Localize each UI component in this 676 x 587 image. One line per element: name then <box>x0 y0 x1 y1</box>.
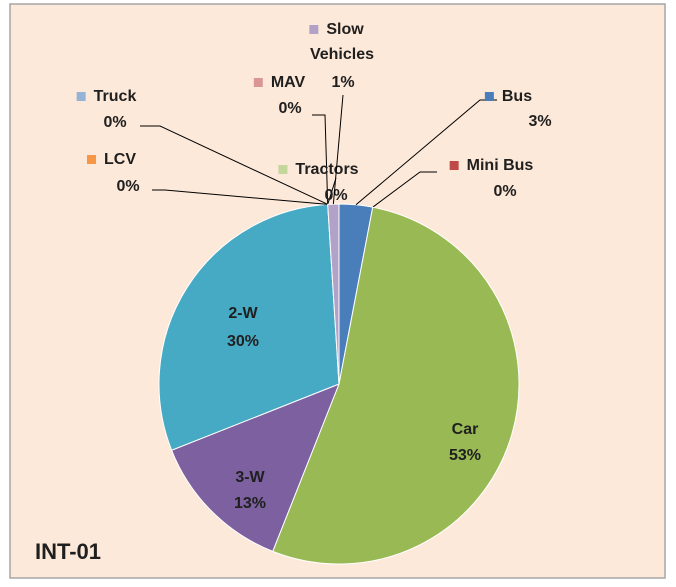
leader-line <box>152 189 328 205</box>
category-label: Tractors <box>295 161 358 178</box>
legend-key <box>87 155 96 164</box>
category-label: MAV <box>271 74 306 91</box>
category-label: Car <box>452 421 479 438</box>
category-label: Mini Bus <box>467 157 534 174</box>
legend-key <box>309 25 319 34</box>
category-label: LCV <box>104 151 136 168</box>
category-label: 2-W <box>228 305 258 322</box>
leader-line <box>332 94 344 205</box>
legend-key <box>253 78 263 87</box>
leader-line <box>327 177 337 205</box>
leader-line <box>312 114 329 205</box>
category-label: Slow Vehicles <box>310 21 374 63</box>
leader-line <box>372 171 437 208</box>
category-label: 3-W <box>235 469 265 486</box>
data-label: 0% <box>116 178 139 195</box>
data-label: 1% <box>331 74 354 91</box>
data-label: 0% <box>278 100 301 117</box>
category-label: Truck <box>94 88 137 105</box>
category-label: Bus <box>502 88 532 105</box>
data-label: 0% <box>103 114 126 131</box>
legend-key <box>76 92 86 101</box>
data-label: 30% <box>227 333 259 350</box>
data-label: 3% <box>528 113 551 130</box>
pie-slice <box>272 206 520 565</box>
legend-key <box>449 161 459 170</box>
data-label: 13% <box>234 495 266 512</box>
data-label: 0% <box>493 183 516 200</box>
pie-slice <box>170 383 340 553</box>
legend-key <box>278 165 288 174</box>
pie-slice <box>158 203 340 451</box>
data-label: 53% <box>449 447 481 464</box>
legend-key <box>484 92 494 101</box>
data-label: 0% <box>324 187 347 204</box>
leader-line <box>140 125 328 205</box>
annotation: INT-01 <box>35 539 101 564</box>
